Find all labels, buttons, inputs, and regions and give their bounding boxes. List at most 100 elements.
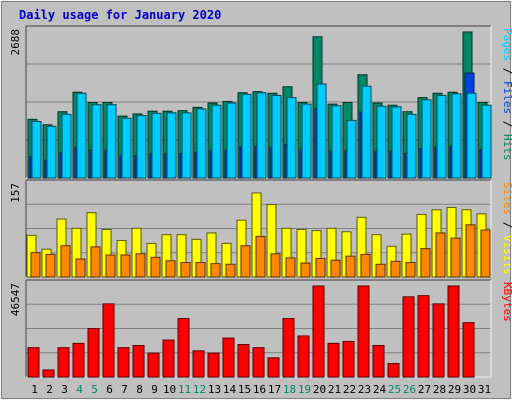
bar-pages-day-4: [76, 92, 87, 179]
bar-sites-day-23: [360, 253, 371, 278]
bar-kbytes-day-2: [42, 369, 55, 378]
bar-pages-day-17: [271, 94, 282, 179]
x-tick-label-day-27: 27: [418, 383, 431, 396]
bar-sites-day-14: [225, 263, 236, 278]
bar-sites-day-4: [75, 258, 86, 278]
x-tick-label-day-31: 31: [478, 383, 491, 396]
bar-kbytes-day-26: [402, 296, 415, 378]
bar-kbytes-day-22: [342, 340, 355, 378]
bar-pages-day-23: [361, 85, 372, 179]
bar-pages-day-19: [301, 103, 312, 179]
x-tick-label-day-10: 10: [163, 383, 176, 396]
x-tick-label-day-3: 3: [61, 383, 68, 396]
bar-kbytes-day-19: [297, 335, 310, 378]
bar-pages-day-21: [331, 105, 342, 179]
panel-legend: KBytes: [501, 282, 512, 322]
bar-pages-day-7: [121, 117, 132, 179]
bar-pages-day-10: [166, 112, 177, 179]
bar-kbytes-day-15: [237, 344, 250, 378]
bar-pages-day-2: [46, 125, 57, 179]
bar-sites-day-1: [30, 252, 41, 278]
legend-sites: Sites: [501, 182, 512, 215]
bar-sites-day-5: [90, 246, 101, 278]
chart-title: Daily usage for January 2020: [19, 8, 221, 22]
x-tick-label-day-13: 13: [208, 383, 221, 396]
bar-pages-day-16: [256, 92, 267, 179]
bar-kbytes-day-11: [177, 318, 190, 378]
x-tick-label-day-7: 7: [121, 383, 128, 396]
bar-kbytes-day-17: [267, 357, 280, 378]
visits-panel: 157 Sites / Visits: [9, 179, 512, 278]
bar-kbytes-day-4: [72, 342, 85, 378]
bar-pages-day-13: [211, 104, 222, 179]
bar-kbytes-day-7: [117, 347, 130, 378]
bar-pages-day-3: [61, 113, 72, 179]
bar-kbytes-day-23: [357, 285, 370, 378]
bar-kbytes-day-1: [27, 347, 40, 378]
x-tick-label-day-19: 19: [298, 383, 311, 396]
bar-pages-day-29: [451, 93, 462, 179]
bar-sites-day-7: [120, 254, 131, 278]
x-tick-label-day-11: 11: [178, 383, 191, 396]
bar-kbytes-day-27: [417, 295, 430, 378]
x-tick-label-day-21: 21: [328, 383, 341, 396]
bar-kbytes-day-14: [222, 337, 235, 378]
bar-sites-day-27: [420, 248, 431, 278]
x-tick-label-day-4: 4: [76, 383, 83, 396]
bar-kbytes-day-6: [102, 303, 115, 378]
bar-sites-day-12: [195, 262, 206, 278]
bar-sites-day-22: [345, 255, 356, 278]
legend-files: Files: [501, 81, 512, 114]
bar-pages-day-26: [406, 113, 417, 179]
x-tick-label-day-17: 17: [268, 383, 281, 396]
bar-pages-day-31: [481, 104, 492, 179]
bar-sites-day-15: [240, 245, 251, 278]
bar-sites-day-6: [105, 254, 116, 278]
panel-legend: Sites / Visits: [501, 182, 512, 275]
bar-pages-day-24: [376, 105, 387, 179]
bar-pages-day-25: [391, 106, 402, 179]
bar-pages-day-20: [316, 83, 327, 179]
bar-pages-day-22: [346, 119, 357, 179]
x-tick-label-day-22: 22: [343, 383, 356, 396]
x-axis-labels: 1 2 3 4 5 6 7 8 9 10 11 12 13 14 15 16 17 18 19 20 21 22 23 24 2…: [31, 383, 491, 396]
bar-sites-day-17: [270, 253, 281, 278]
x-tick-label-day-25: 25: [388, 383, 401, 396]
bar-pages-day-27: [421, 99, 432, 179]
x-tick-label-day-30: 30: [463, 383, 476, 396]
legend-visits: Visits: [501, 235, 512, 275]
x-tick-label-day-14: 14: [223, 383, 237, 396]
bar-sites-day-18: [285, 257, 296, 278]
bar-kbytes-day-16: [252, 347, 265, 378]
x-tick-label-day-23: 23: [358, 383, 371, 396]
kbytes-panel: 46547 KBytes: [9, 279, 512, 378]
bar-pages-day-1: [31, 121, 42, 179]
bar-sites-day-31: [480, 229, 491, 278]
bar-kbytes-day-24: [372, 345, 385, 378]
x-tick-label-day-12: 12: [193, 383, 206, 396]
x-tick-label-day-8: 8: [136, 383, 143, 396]
bar-kbytes-day-5: [87, 328, 100, 378]
bar-sites-day-30: [465, 224, 476, 278]
y-max-label: 157: [9, 183, 22, 203]
bar-sites-day-29: [450, 237, 461, 278]
x-tick-label-day-24: 24: [373, 383, 387, 396]
bar-sites-day-13: [210, 263, 221, 278]
bar-kbytes-day-29: [447, 285, 460, 378]
x-tick-label-day-28: 28: [433, 383, 446, 396]
bar-kbytes-day-3: [57, 347, 70, 378]
bar-kbytes-day-13: [207, 352, 220, 378]
legend-separator: /: [501, 215, 512, 235]
bar-kbytes-day-25: [387, 363, 400, 378]
bar-pages-day-18: [286, 97, 297, 179]
bar-sites-day-19: [300, 262, 311, 278]
bar-sites-day-24: [375, 263, 386, 278]
x-tick-label-day-2: 2: [46, 383, 53, 396]
x-tick-label-day-9: 9: [151, 383, 158, 396]
bar-sites-day-26: [405, 262, 416, 278]
bar-sites-day-11: [180, 262, 191, 278]
bar-kbytes-day-21: [327, 342, 340, 378]
bar-sites-day-28: [435, 232, 446, 278]
